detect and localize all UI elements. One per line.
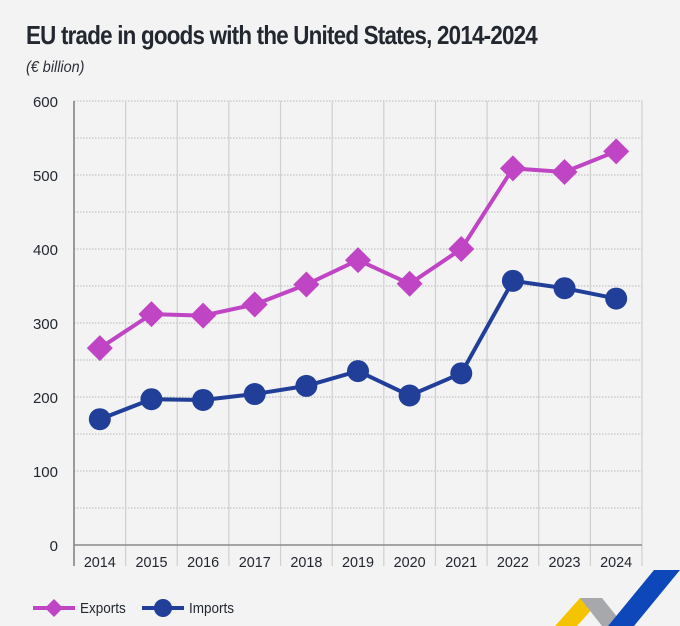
legend-item-imports[interactable]: Imports [141, 598, 239, 618]
series [86, 138, 630, 431]
data-point-imports [295, 374, 318, 397]
data-point-imports [605, 287, 628, 310]
logo-blue-stripe [608, 570, 680, 626]
y-tick-label: 400 [33, 242, 58, 259]
series-imports [88, 269, 628, 431]
data-point-exports [448, 236, 475, 262]
y-tick-label: 300 [33, 316, 58, 333]
y-tick-label: 200 [33, 390, 58, 407]
y-tick-label: 500 [33, 168, 58, 185]
data-point-imports [88, 408, 111, 431]
circle-marker-icon [141, 599, 184, 617]
x-tick-label: 2019 [342, 554, 374, 571]
data-point-imports [347, 360, 369, 383]
data-point-imports [501, 269, 524, 292]
x-tick-label: 2024 [600, 554, 632, 571]
data-point-imports [140, 388, 163, 411]
data-point-exports [86, 335, 113, 362]
y-tick-label: 100 [33, 464, 58, 481]
data-point-imports [398, 384, 421, 407]
series-exports [86, 138, 630, 362]
data-point-exports [138, 301, 165, 328]
data-point-imports [243, 383, 266, 406]
data-point-imports [450, 362, 473, 385]
y-axis-ticks: 0 100 200 300 400 500 600 [33, 94, 58, 555]
y-tick-label: 600 [33, 94, 58, 111]
legend-label-exports: Exports [80, 599, 126, 617]
x-tick-label: 2023 [549, 554, 581, 571]
data-point-exports [190, 302, 217, 329]
x-axis-ticks: 2014 2015 2016 2017 2018 2019 2020 2021 2022 2023… [84, 554, 632, 571]
data-point-exports [396, 270, 423, 297]
data-point-exports [603, 138, 630, 165]
axes [73, 101, 642, 566]
data-point-exports [241, 291, 268, 318]
legend-item-exports[interactable]: Exports [32, 598, 131, 618]
data-point-imports [553, 277, 576, 300]
chart-subtitle: (€ billion) [26, 59, 85, 76]
x-tick-label: 2017 [239, 554, 271, 571]
legend-label-imports: Imports [188, 599, 234, 617]
x-tick-label: 2016 [187, 554, 219, 571]
legend: Exports Imports [32, 598, 239, 618]
diamond-marker-icon [33, 599, 75, 617]
x-tick-label: 2014 [84, 554, 116, 571]
x-tick-label: 2020 [394, 554, 426, 571]
eurostat-logo-icon [555, 570, 680, 626]
x-tick-label: 2018 [290, 554, 322, 571]
data-point-exports [345, 247, 371, 274]
x-tick-label: 2015 [135, 554, 167, 571]
x-tick-label: 2021 [445, 554, 477, 571]
data-point-exports [293, 271, 320, 298]
data-point-imports [192, 388, 215, 411]
data-point-exports [551, 159, 578, 186]
y-tick-label: 0 [50, 538, 58, 555]
data-point-exports [499, 155, 526, 182]
x-tick-label: 2022 [497, 554, 529, 571]
logo-grey-stripe [580, 598, 618, 626]
chart-title: EU trade in goods with the United States… [26, 20, 538, 50]
